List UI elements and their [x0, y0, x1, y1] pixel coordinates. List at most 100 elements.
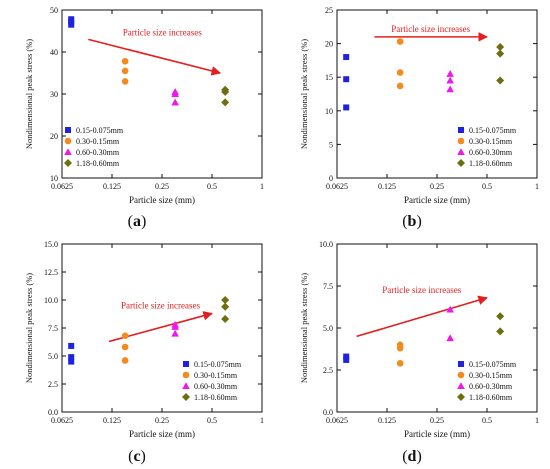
data-point: [396, 341, 404, 349]
y-tick-label: 5: [329, 140, 333, 149]
legend-label: 0.15-0.075mm: [469, 360, 517, 369]
x-tick-label: 1: [260, 182, 264, 191]
panel-label-d: (d): [402, 448, 422, 465]
legend-marker: [457, 137, 465, 145]
legend-label: 1.18-0.60mm: [469, 393, 513, 402]
data-point: [343, 356, 350, 363]
data-point: [221, 85, 230, 94]
trend-arrow: [356, 295, 488, 338]
legend-marker: [182, 393, 190, 401]
y-tick-label: 2.5: [48, 380, 58, 389]
data-point: [496, 49, 505, 58]
legend-label: 1.18-0.60mm: [194, 393, 238, 402]
x-tick-label: 0.25: [430, 182, 444, 191]
data-point: [68, 16, 75, 23]
y-tick-label: 25: [325, 6, 333, 15]
panel-label-b: (b): [402, 213, 422, 230]
x-tick-label: 0.125: [103, 182, 121, 191]
legend-marker: [457, 159, 465, 167]
legend-label: 0.15-0.075mm: [76, 126, 124, 135]
x-tick-label: 0.25: [155, 182, 169, 191]
annotation-text: Particle size increases: [382, 285, 461, 295]
data-point: [121, 343, 129, 351]
legend-marker: [457, 382, 465, 389]
annotation-text: Particle size increases: [123, 27, 202, 37]
annotation-text: Particle size increases: [391, 24, 470, 34]
data-point: [343, 353, 350, 360]
panel-label-a: (a): [127, 213, 147, 230]
chart-panel-c: 0.0625 0.125 0.25 0.5 1 0.0 2.5 5.0 7.5 10.0 12.5 1…: [0, 234, 275, 469]
data-point: [171, 320, 179, 328]
data-point: [221, 315, 230, 324]
legend-marker: [182, 382, 190, 389]
x-axis-title: Particle size (mm): [129, 195, 195, 205]
data-point: [121, 332, 129, 340]
data-point: [496, 312, 505, 321]
y-tick-label: 2.5: [323, 366, 333, 375]
x-tick-label: 0.25: [430, 416, 444, 425]
chart-panel-a: 0.0625 0.125 0.25 0.5 1 10 20 30 40 50 Particle si…: [0, 0, 275, 234]
x-tick-label: 1: [535, 182, 539, 191]
legend-label: 1.18-0.60mm: [469, 159, 513, 168]
y-tick-label: 20: [50, 132, 58, 141]
chart-panel-d: 0.0625 0.125 0.25 0.5 1 0.0 2.5 5.0 7.5 10.0 Parti…: [275, 234, 550, 469]
y-tick-label: 50: [50, 6, 58, 15]
y-tick-label: 20: [325, 40, 333, 49]
legend-label: 0.60-0.30mm: [469, 382, 513, 391]
y-axis-title: Nondimensional peak stress (%): [299, 273, 309, 383]
y-tick-label: 40: [50, 48, 58, 57]
legend-marker: [458, 361, 464, 367]
data-point: [121, 67, 129, 75]
legend-marker: [64, 137, 72, 145]
data-point: [68, 354, 75, 361]
y-axis-title: Nondimensional peak stress (%): [299, 39, 309, 149]
data-point: [171, 88, 179, 95]
data-point: [396, 359, 404, 367]
x-axis-title: Particle size (mm): [404, 429, 470, 439]
annotation-text: Particle size increases: [121, 300, 200, 310]
x-tick-label: 0.5: [207, 416, 217, 425]
data-point: [121, 57, 129, 65]
x-axis-title: Particle size (mm): [404, 195, 470, 205]
legend-label: 0.30-0.15mm: [469, 137, 513, 146]
y-tick-label: 10.0: [44, 296, 58, 305]
legend-marker: [457, 371, 465, 379]
x-tick-label: 0.125: [378, 182, 396, 191]
legend-marker: [457, 148, 465, 155]
y-tick-label: 15: [325, 73, 333, 82]
legend-label: 0.30-0.15mm: [76, 137, 120, 146]
legend-label: 0.60-0.30mm: [469, 148, 513, 157]
y-tick-label: 10: [50, 174, 58, 183]
y-tick-label: 30: [50, 90, 58, 99]
data-point: [343, 76, 350, 83]
x-tick-label: 0.5: [482, 416, 492, 425]
legend-label: 0.15-0.075mm: [194, 360, 242, 369]
x-tick-label: 0.25: [155, 416, 169, 425]
x-tick-label: 0.5: [207, 182, 217, 191]
data-point: [496, 327, 505, 336]
data-point: [343, 104, 350, 111]
x-tick-label: 0.125: [378, 416, 396, 425]
x-tick-label: 0.0625: [326, 182, 348, 191]
data-point: [446, 70, 454, 77]
y-tick-label: 10: [325, 107, 333, 116]
chart-svg-a: 0.0625 0.125 0.25 0.5 1 10 20 30 40 50 Particle si…: [24, 6, 264, 205]
y-tick-label: 7.5: [323, 282, 333, 291]
x-tick-label: 0.0625: [326, 416, 348, 425]
legend-marker: [182, 371, 190, 379]
legend-marker: [458, 127, 464, 133]
legend-marker: [64, 159, 72, 167]
data-point: [221, 302, 230, 311]
data-point: [171, 329, 179, 337]
legend-label: 0.30-0.15mm: [469, 371, 513, 380]
data-point: [446, 85, 454, 93]
y-tick-label: 0.0: [48, 408, 58, 417]
x-tick-label: 0.125: [103, 416, 121, 425]
data-point: [68, 358, 75, 365]
chart-panel-b: 0.0625 0.125 0.25 0.5 1 0 5 10 15 20 25 Particle si…: [275, 0, 550, 234]
y-tick-label: 12.5: [44, 268, 58, 277]
data-point: [446, 305, 454, 313]
y-tick-label: 0.0: [323, 408, 333, 417]
data-point: [496, 76, 505, 85]
